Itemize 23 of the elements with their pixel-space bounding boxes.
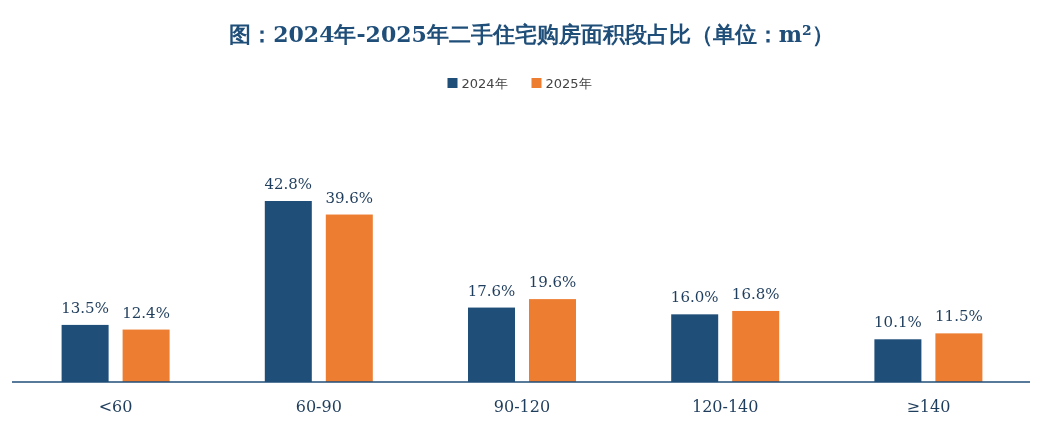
bar [732, 310, 780, 382]
bar [122, 329, 170, 382]
x-tick-label: ≥140 [906, 397, 951, 416]
data-label: 11.5% [935, 307, 983, 326]
data-label: 17.6% [467, 281, 516, 300]
data-label: 16.8% [731, 284, 780, 303]
data-label: 10.1% [874, 313, 922, 332]
data-label: 12.4% [122, 303, 170, 322]
x-tick-label: 90-120 [493, 397, 551, 416]
data-label: 19.6% [528, 273, 577, 292]
data-label: 42.8% [264, 175, 313, 193]
bar [935, 333, 983, 382]
data-label: 39.6% [325, 188, 374, 207]
legend-label: 2025年 [545, 76, 592, 91]
data-label: 16.0% [670, 288, 719, 307]
bar [325, 214, 373, 382]
legend-label: 2024年 [461, 76, 508, 91]
data-label: 13.5% [61, 298, 109, 317]
chart-title: 图：2024年-2025年二手住宅购房面积段占比（单位：m²） [229, 21, 834, 47]
bar [529, 299, 576, 382]
x-tick-label: 120-140 [691, 397, 759, 416]
x-tick-label: <60 [98, 397, 133, 416]
x-tick-label: 60-90 [295, 397, 342, 416]
